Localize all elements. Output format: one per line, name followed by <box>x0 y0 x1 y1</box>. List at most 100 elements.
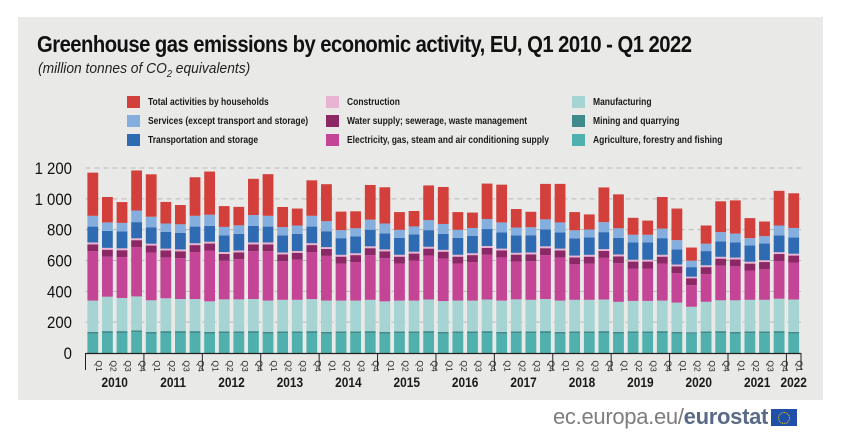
x-quarter-label: Q4 <box>313 360 323 372</box>
footer-source[interactable]: ec.europa.eu/eurostat <box>553 404 798 430</box>
bar-segment <box>627 333 639 353</box>
x-year-label: 2018 <box>569 374 595 390</box>
legend-item: Services (except transport and storage) <box>127 114 336 128</box>
bar-segment <box>262 242 274 245</box>
bar-segment <box>189 243 201 246</box>
bar-segment <box>773 260 785 299</box>
x-year-label: 2014 <box>335 374 362 390</box>
bar-segment <box>87 300 99 332</box>
bar-segment <box>686 333 697 353</box>
bar-segment <box>379 301 391 332</box>
bar-segment <box>350 331 362 334</box>
bar-segment <box>642 300 654 332</box>
bar-segment <box>773 332 785 353</box>
bar-segment <box>204 333 216 353</box>
x-quarter-label: Q1 <box>561 360 571 372</box>
bar-segment <box>613 256 624 264</box>
chart-subtitle: (million tonnes of CO2 equivalents) <box>38 60 250 80</box>
bar-segment <box>467 333 478 353</box>
x-quarter-label: Q2 <box>576 360 586 372</box>
bar-segment <box>686 267 697 277</box>
bar-segment <box>306 180 318 216</box>
x-quarter-label: Q4 <box>430 360 440 372</box>
bar-segment <box>379 251 391 259</box>
bar-segment <box>204 225 216 242</box>
bar-segment <box>306 252 318 300</box>
bar-segment <box>160 248 172 251</box>
bar-segment <box>160 298 172 332</box>
bar-segment <box>729 233 741 243</box>
x-quarter-label: Q3 <box>415 360 425 372</box>
bar-segment <box>569 331 581 334</box>
bar-segment <box>394 212 405 230</box>
bar-segment <box>364 255 376 300</box>
bar-segment <box>160 231 172 249</box>
bar-segment <box>364 331 376 333</box>
bar-segment <box>306 331 318 333</box>
bar-segment <box>233 299 245 332</box>
bar-segment <box>394 254 405 257</box>
bar-segment <box>87 331 99 334</box>
bar-segment <box>510 209 522 228</box>
bar-segment <box>510 227 522 236</box>
bar-segment <box>598 332 610 353</box>
x-quarter-label: Q4 <box>254 360 264 372</box>
bar-segment <box>467 253 478 256</box>
bar-segment <box>437 258 449 302</box>
bar-segment <box>554 248 566 251</box>
x-quarter-label: Q2 <box>167 360 177 372</box>
bar-segment <box>452 229 464 238</box>
bar-stack-2020Q3 <box>700 225 712 353</box>
x-quarter-label: Q4 <box>196 360 206 372</box>
bar-segment <box>175 258 186 300</box>
bar-segment <box>364 248 376 256</box>
x-quarter-label: Q1 <box>94 360 104 372</box>
bar-segment <box>145 174 157 217</box>
bar-stack-2019Q4 <box>656 196 668 353</box>
bar-segment <box>102 230 113 248</box>
footer-site[interactable]: ec.europa.eu/ <box>553 404 684 429</box>
bar-segment <box>759 243 770 261</box>
footer-brand[interactable]: eurostat <box>683 404 769 429</box>
bar-segment <box>656 332 668 353</box>
bar-segment <box>131 296 143 331</box>
bar-segment <box>189 332 201 353</box>
bar-segment <box>160 223 172 232</box>
bar-segment <box>306 245 318 253</box>
x-quarter-label: Q4 <box>663 360 673 372</box>
bar-segment <box>788 237 800 254</box>
bar-segment <box>569 212 581 231</box>
y-tick-label: 800 <box>47 222 72 240</box>
bar-segment <box>437 249 449 252</box>
bar-segment <box>394 263 405 301</box>
bar-segment <box>218 260 230 300</box>
bar-segment <box>423 248 435 256</box>
bar-segment <box>554 250 566 258</box>
bar-segment <box>116 331 128 333</box>
bar-segment <box>598 299 610 332</box>
bar-segment <box>364 229 376 247</box>
bar-segment <box>686 332 697 334</box>
bar-segment <box>540 332 551 353</box>
bar-segment <box>715 256 727 259</box>
x-quarter-label: Q1 <box>152 360 162 372</box>
bar-segment <box>102 222 113 231</box>
bar-stack-2019Q1 <box>613 194 624 353</box>
bar-segment <box>394 229 405 238</box>
bar-segment <box>773 298 785 332</box>
bar-segment <box>423 185 435 221</box>
x-quarter-label: Q4 <box>371 360 381 372</box>
bar-segment <box>773 235 785 253</box>
bar-segment <box>394 256 405 264</box>
bar-segment <box>189 252 201 300</box>
bar-segment <box>715 332 727 353</box>
bar-segment <box>408 253 420 261</box>
bar-segment <box>656 254 668 257</box>
bar-segment <box>467 300 478 332</box>
bar-segment <box>686 306 697 333</box>
bar-segment <box>467 255 478 263</box>
bar-segment <box>321 331 332 334</box>
bar-segment <box>248 332 259 353</box>
bar-segment <box>613 237 624 255</box>
